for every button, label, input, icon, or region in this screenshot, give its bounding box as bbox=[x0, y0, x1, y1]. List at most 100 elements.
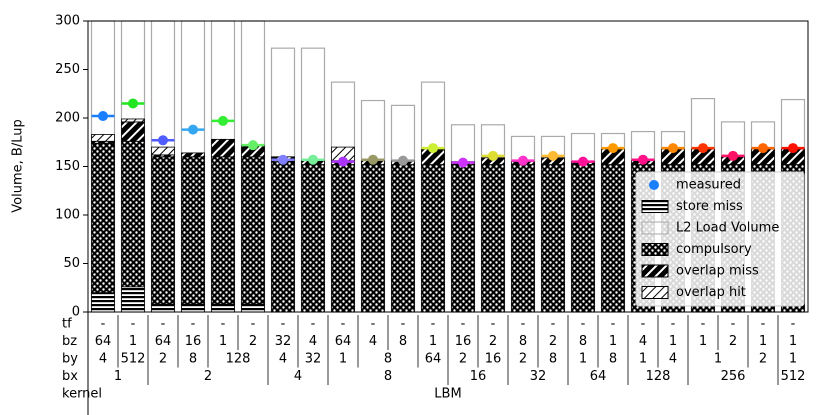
measured-point bbox=[608, 143, 618, 154]
legend-swatch bbox=[641, 264, 669, 278]
cell: 1 bbox=[699, 334, 707, 349]
cell: 1 bbox=[339, 351, 347, 366]
cell: 128 bbox=[226, 351, 251, 366]
stack-segment bbox=[451, 164, 475, 313]
measured-point bbox=[338, 156, 348, 167]
row-label: kernel bbox=[62, 386, 102, 401]
measured-point bbox=[188, 124, 198, 135]
stack-segment bbox=[181, 156, 205, 305]
cell: 4 bbox=[99, 351, 107, 366]
y-axis-label: Volume, B/Lup bbox=[11, 119, 26, 212]
y-tick-label: 100 bbox=[55, 208, 80, 223]
measured-point bbox=[278, 154, 288, 165]
measured-point bbox=[98, 111, 108, 122]
measured-point bbox=[728, 150, 738, 161]
cell: 1 bbox=[114, 369, 122, 384]
cell: - bbox=[401, 316, 406, 331]
stack-segment bbox=[541, 164, 565, 313]
measured-point bbox=[488, 150, 498, 161]
cell: 1 bbox=[129, 334, 137, 349]
measured-point bbox=[218, 115, 228, 126]
stack-segment bbox=[211, 156, 235, 305]
stack-segment bbox=[121, 121, 145, 142]
cell: - bbox=[161, 316, 166, 331]
stack-segment bbox=[121, 286, 145, 313]
legend-swatch bbox=[641, 243, 669, 256]
stack-segment bbox=[301, 164, 325, 313]
plot-frame bbox=[87, 20, 809, 313]
cell: 1 bbox=[789, 351, 797, 366]
stack-segment bbox=[211, 138, 235, 158]
legend-swatch bbox=[641, 200, 669, 213]
cell: - bbox=[341, 316, 346, 331]
cell: - bbox=[641, 316, 646, 331]
stack-segment bbox=[151, 146, 175, 156]
measured-point bbox=[518, 155, 528, 166]
stack-segment bbox=[361, 164, 385, 313]
cell: 16 bbox=[185, 334, 202, 349]
legend-label: overlap miss bbox=[676, 264, 759, 279]
stack-segment bbox=[91, 292, 115, 313]
cell: 2 bbox=[204, 369, 212, 384]
cell: 1 bbox=[639, 351, 647, 366]
cell: 2 bbox=[459, 351, 467, 366]
legend-label: measured bbox=[676, 178, 741, 193]
cell: - bbox=[251, 316, 256, 331]
y-tick-label: 200 bbox=[55, 111, 80, 126]
measured-point bbox=[368, 154, 378, 165]
stack-segment bbox=[511, 164, 535, 313]
y-tick-label: 0 bbox=[72, 305, 80, 320]
legend-box bbox=[635, 171, 805, 307]
cell: - bbox=[611, 316, 616, 331]
stack-segment bbox=[241, 303, 265, 313]
stack-segment bbox=[271, 161, 295, 313]
y-tick-label: 150 bbox=[55, 159, 80, 174]
cell: - bbox=[761, 316, 766, 331]
stack-segment bbox=[331, 164, 355, 313]
cell: 8 bbox=[384, 369, 392, 384]
legend-label: L2 Load Volume bbox=[676, 221, 779, 236]
cell: 16 bbox=[485, 351, 502, 366]
cell: 1 bbox=[789, 334, 797, 349]
cell: 1 bbox=[669, 334, 677, 349]
cell: - bbox=[791, 316, 796, 331]
legend-swatch bbox=[641, 286, 669, 299]
cell: 512 bbox=[121, 351, 146, 366]
stack-segment bbox=[121, 118, 145, 123]
cell: 32 bbox=[305, 351, 322, 366]
stack-segment bbox=[211, 303, 235, 313]
cell: 2 bbox=[489, 334, 497, 349]
stack-segment bbox=[241, 156, 265, 305]
cell: 16 bbox=[470, 369, 487, 384]
measured-point bbox=[638, 154, 648, 165]
stack-segment bbox=[181, 303, 205, 313]
measured-point bbox=[158, 135, 168, 146]
cell: 64 bbox=[590, 369, 607, 384]
cell: 8 bbox=[384, 351, 392, 366]
stack-segment bbox=[421, 164, 445, 313]
cell: - bbox=[521, 316, 526, 331]
cell: 1 bbox=[759, 334, 767, 349]
legend-label: compulsory bbox=[676, 242, 752, 257]
cell: 4 bbox=[669, 351, 677, 366]
cell: 128 bbox=[646, 369, 671, 384]
cell: 1 bbox=[429, 334, 437, 349]
measured-point bbox=[398, 155, 408, 166]
y-tick-label: 50 bbox=[63, 256, 80, 271]
cell: - bbox=[191, 316, 196, 331]
stack-segment bbox=[571, 164, 595, 313]
measured-point bbox=[758, 143, 768, 154]
cell: 4 bbox=[294, 369, 302, 384]
measured-point bbox=[548, 150, 558, 161]
stack-segment bbox=[601, 164, 625, 313]
measured-point bbox=[308, 154, 318, 165]
cell: - bbox=[671, 316, 676, 331]
measured-point bbox=[698, 143, 708, 154]
stack-segment bbox=[91, 134, 115, 142]
stack-segment bbox=[151, 156, 175, 305]
legend-swatch bbox=[649, 180, 659, 190]
legend-label: overlap hit bbox=[676, 285, 746, 300]
measured-point bbox=[788, 143, 798, 154]
cell: - bbox=[731, 316, 736, 331]
